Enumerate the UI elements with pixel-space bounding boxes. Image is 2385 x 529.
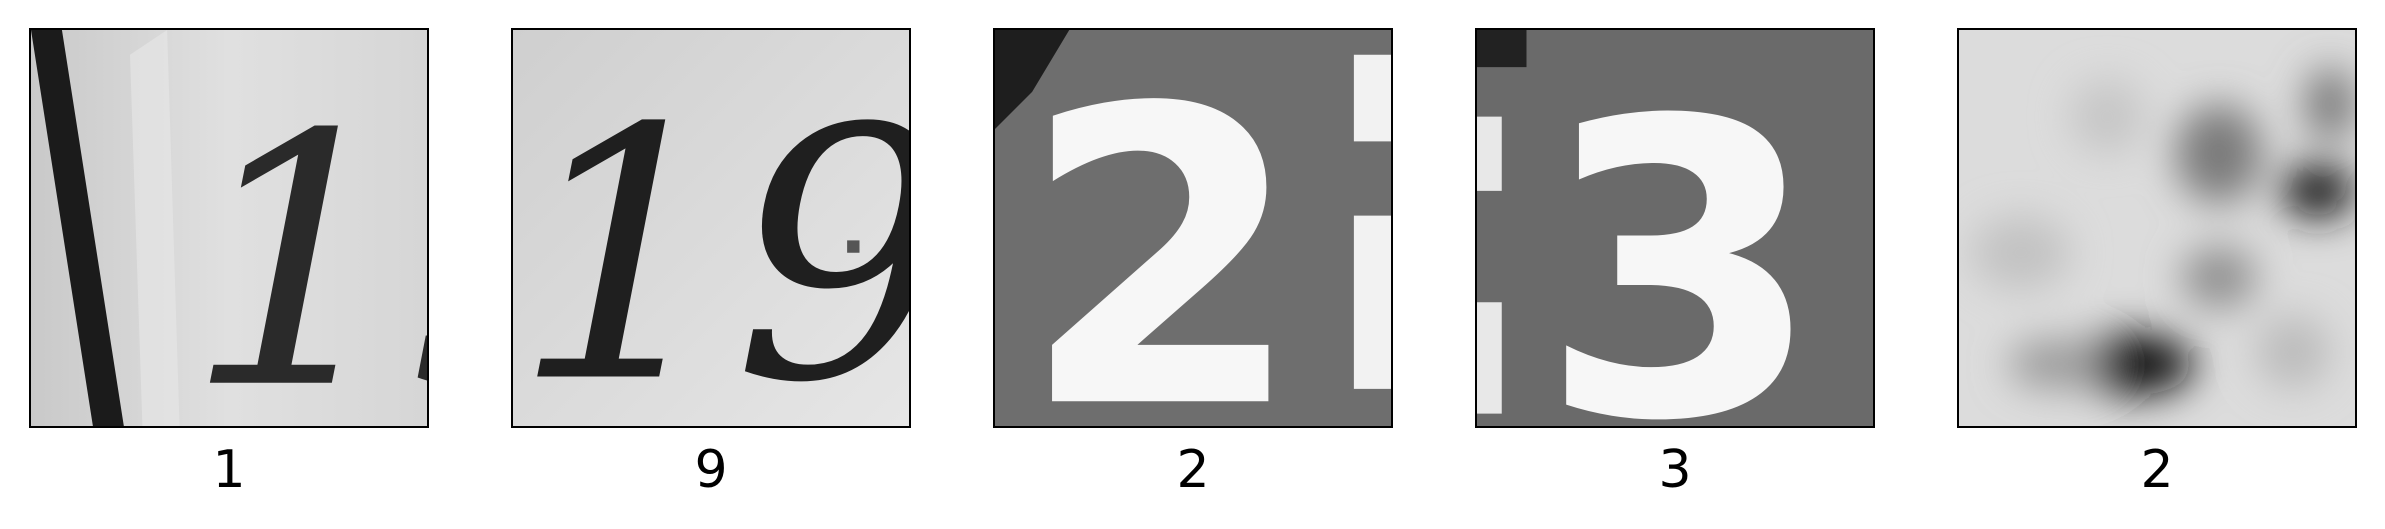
digit-image-5 xyxy=(1957,28,2357,428)
digit-label-4: 3 xyxy=(1658,440,1692,500)
digit-image-1: 19 xyxy=(29,28,429,428)
svg-text:2: 2 xyxy=(1020,30,1304,426)
digit-image-3: 2 xyxy=(993,28,1393,428)
digit-label-3: 2 xyxy=(1176,440,1210,500)
svg-text:19: 19 xyxy=(513,55,909,427)
svg-text:3: 3 xyxy=(1539,36,1823,426)
digit-label-5: 2 xyxy=(2140,440,2174,500)
digit-label-1: 1 xyxy=(212,440,246,500)
svg-text:19: 19 xyxy=(186,61,427,426)
digit-image-2: 19 xyxy=(511,28,911,428)
digit-label-2: 9 xyxy=(694,440,728,500)
digit-image-4: 3 xyxy=(1475,28,1875,428)
